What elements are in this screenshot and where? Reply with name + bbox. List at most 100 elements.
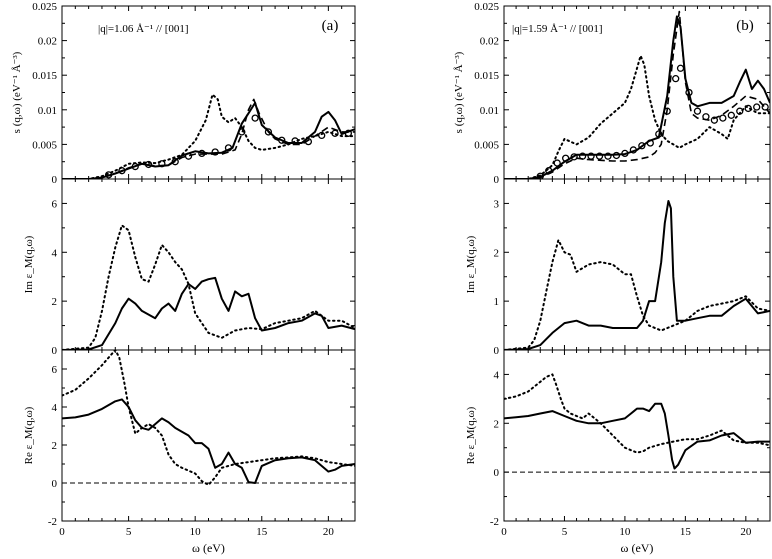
data-point [264, 128, 273, 136]
data-point [719, 114, 727, 122]
x-tick-label: 5 [562, 526, 568, 538]
q-annotation: |q|=1.06 Å⁻¹ // [001] [98, 23, 189, 35]
panel-s-left: 0 0.005 0.01 0.015 0.02 0.025 s (q,ω) (eV⁻¹ Å⁻… [11, 1, 356, 186]
data-point [171, 158, 179, 166]
data-point [672, 75, 680, 83]
data-point [761, 103, 769, 111]
y-axis-label: Re ε_M(q,ω) [465, 406, 477, 464]
y-tick-label: 0 [52, 478, 58, 490]
y-tick-label: 0.005 [474, 139, 499, 151]
data-point [693, 107, 702, 115]
y-tick-label: 0.025 [474, 1, 499, 13]
y-tick-label: 6 [52, 364, 58, 376]
y-tick-label: 0 [52, 345, 58, 357]
data-point [198, 149, 206, 158]
y-tick-label: 1 [494, 296, 500, 308]
y-tick-label: 0 [494, 467, 500, 479]
data-point [676, 64, 685, 72]
data-point [646, 139, 654, 147]
data-point [612, 151, 621, 160]
data-point [663, 107, 671, 115]
data-point [131, 162, 139, 171]
y-tick-label: 0.01 [480, 105, 499, 117]
x-tick-label: 5 [126, 526, 132, 538]
data-point [536, 172, 544, 179]
series-line-dotted [62, 224, 355, 350]
y-tick-label: 6 [52, 198, 58, 210]
data-point [655, 130, 663, 138]
data-point [158, 160, 166, 168]
y-tick-label: 2 [52, 296, 58, 308]
data-point [578, 152, 587, 160]
x-tick-label: 10 [619, 526, 631, 538]
series-line-dotted [504, 239, 770, 350]
data-point [344, 129, 352, 137]
q-annotation: |q|=1.59 Å⁻¹ // [001] [512, 23, 603, 35]
data-point [251, 114, 259, 122]
y-axis-label: Im ε_M(q,ω) [23, 235, 35, 293]
x-tick-label: 0 [501, 526, 507, 538]
y-tick-label: 0 [494, 174, 500, 186]
x-tick-label: 0 [59, 526, 65, 538]
series-circles [536, 64, 769, 179]
data-point [736, 107, 744, 115]
y-tick-label: 0.02 [38, 36, 57, 48]
series-line-solid [504, 200, 770, 350]
data-point [318, 131, 326, 140]
y-axis-label: s (q,ω) (eV⁻¹ Å⁻³) [11, 51, 23, 133]
panel-im-left: 0 2 4 6 Im ε_M(q,ω) [23, 178, 356, 357]
data-point [238, 128, 246, 136]
y-tick-label: 0.01 [38, 105, 57, 117]
series-line-solid [62, 276, 355, 350]
panel-re-left: -2 0 2 4 6 Re ε_M(q,ω) [23, 349, 356, 528]
y-tick-label: 0.025 [32, 1, 57, 13]
series-circles [104, 114, 352, 179]
series-line-dashed [504, 10, 770, 179]
data-point [744, 104, 752, 113]
series-line-dotted [504, 54, 770, 179]
data-point [553, 159, 561, 167]
data-point [604, 152, 612, 160]
data-point [702, 113, 710, 121]
series-line-dotted [504, 373, 770, 454]
y-tick-label: 3 [494, 198, 500, 210]
data-point [545, 167, 553, 175]
axes-frame [503, 178, 771, 351]
y-axis-label: s (q,ω) (eV⁻¹ Å⁻³) [453, 51, 465, 133]
data-point [104, 171, 113, 179]
y-tick-label: 2 [494, 418, 500, 430]
y-tick-label: 0.015 [474, 70, 499, 82]
y-axis-label: Re ε_M(q,ω) [23, 406, 35, 464]
data-point [685, 88, 693, 97]
data-point [224, 144, 233, 152]
data-point [331, 129, 339, 137]
y-tick-label: 4 [52, 402, 58, 414]
data-point [621, 149, 629, 158]
data-point [638, 142, 646, 150]
data-point [727, 111, 735, 119]
y-tick-label: 2 [494, 247, 500, 259]
series-line-solid [62, 398, 355, 484]
data-point [184, 152, 193, 160]
panel-tag: (a) [322, 18, 339, 34]
series-line-solid [504, 15, 770, 179]
y-tick-label: -2 [48, 516, 57, 528]
series-line-dotted [62, 93, 355, 179]
data-point [595, 152, 604, 160]
x-tick-label: 15 [680, 526, 692, 538]
data-point [629, 146, 638, 154]
y-tick-label: 2 [52, 440, 58, 452]
y-tick-label: 0.005 [32, 139, 57, 151]
panel-re-right: -2 0 2 4 Re ε_M(q,ω) [465, 349, 771, 528]
data-point [753, 103, 761, 111]
x-tick-label: 20 [323, 526, 335, 538]
y-axis-label: Im ε_M(q,ω) [465, 235, 477, 293]
axes-frame [61, 349, 356, 522]
data-point [562, 154, 570, 162]
chart-left: 0 0.005 0.01 0.015 0.02 0.025 s (q,ω) (eV⁻¹ Å⁻… [11, 1, 356, 555]
data-point [710, 116, 719, 124]
x-axis-label: ω (eV) [621, 541, 654, 555]
data-point [211, 148, 219, 156]
data-point [570, 153, 578, 161]
